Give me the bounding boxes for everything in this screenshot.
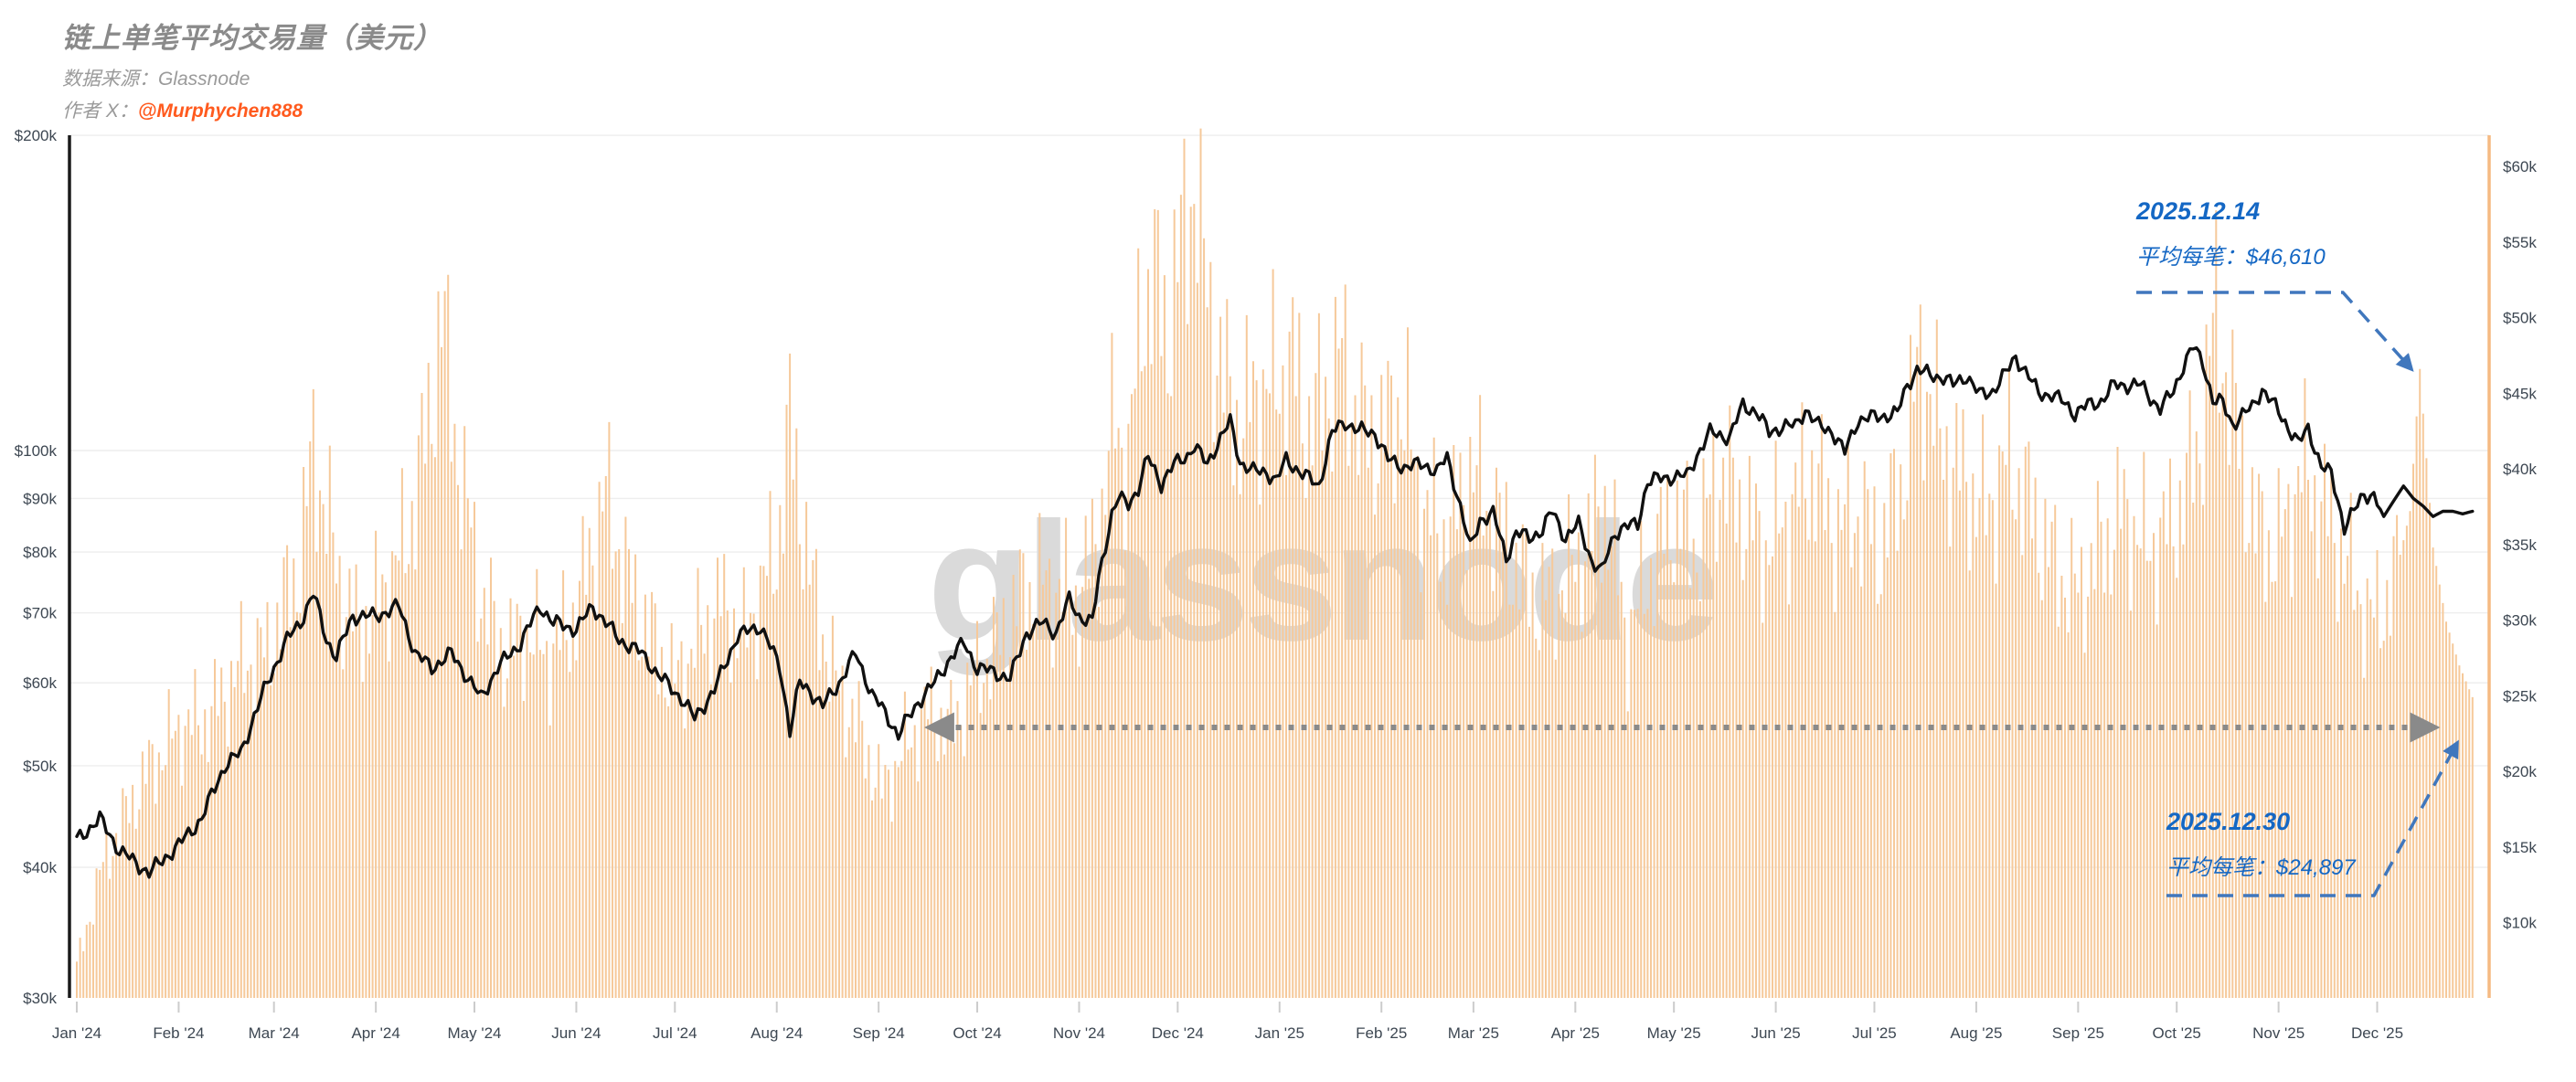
x-axis-label: Jul '25 [1852,1024,1897,1042]
right-axis-label: $40k [2503,461,2537,478]
x-axis-label: Oct '24 [953,1024,1001,1042]
left-axis-label: $60k [23,674,57,692]
x-axis-label: Mar '24 [249,1024,300,1042]
author-handle-link[interactable]: @Murphychen888 [137,101,303,122]
left-axis-label: $90k [23,490,57,507]
x-axis-label: Jan '25 [1255,1024,1304,1042]
x-axis-label: May '24 [447,1024,501,1042]
callout-date: 2025.12.30 [2166,808,2291,835]
right-axis-label: $50k [2503,310,2537,327]
x-axis-label: Jan '24 [52,1024,101,1042]
x-axis-label: Nov '25 [2252,1024,2305,1042]
callout-value: 平均每笔：$24,897 [2166,855,2356,880]
left-axis-label: $50k [23,758,57,775]
right-axis-label: $30k [2503,612,2537,630]
x-axis-label: Jun '24 [551,1024,601,1042]
left-axis-label: $100k [15,442,58,460]
left-axis-label: $30k [23,990,57,1007]
x-axis-label: Sep '24 [853,1024,905,1042]
x-axis-label: Sep '25 [2052,1024,2104,1042]
x-axis-label: Jun '25 [1751,1024,1800,1042]
x-axis-label: Dec '24 [1152,1024,1204,1042]
left-axis-label: $70k [23,605,57,622]
callout-2025-12-30: 2025.12.30 平均每笔：$24,897 [2166,808,2356,881]
right-axis-label: $60k [2503,158,2537,175]
x-axis-label: Aug '25 [1950,1024,2002,1042]
price-line [75,345,2475,879]
right-axis-label: $25k [2503,687,2537,705]
title-block: 链上单笔平均交易量（美元） 数据来源：Glassnode 作者 X：@Murph… [62,15,442,123]
right-axis-label: $45k [2503,385,2537,402]
callout-date: 2025.12.14 [2136,197,2261,225]
x-axis-label: Jul '24 [653,1024,697,1042]
right-axis-label: $15k [2503,839,2537,856]
right-axis-label: $10k [2503,915,2537,932]
data-source-value: Glassnode [158,69,250,90]
right-axis-label: $55k [2503,234,2537,251]
data-source-row: 数据来源：Glassnode [62,64,442,91]
right-axis-label: $20k [2503,763,2537,780]
author-row: 作者 X：@Murphychen888 [62,96,442,123]
callout-2025-12-14: 2025.12.14 平均每笔：$46,610 [2136,197,2326,270]
callout-value: 平均每笔：$46,610 [2136,245,2326,270]
x-axis-label: Mar '25 [1448,1024,1499,1042]
left-axis-label: $40k [23,859,57,876]
x-axis-label: Feb '25 [1356,1024,1407,1042]
x-axis-label: Aug '24 [750,1024,803,1042]
left-axis-label: $200k [15,127,58,144]
x-axis-label: Nov '24 [1053,1024,1105,1042]
x-axis-label: Apr '24 [351,1024,399,1042]
data-source-label: 数据来源： [62,69,158,90]
page-title: 链上单笔平均交易量（美元） [62,22,442,54]
x-axis-label: May '25 [1647,1024,1701,1042]
callout-arrow-2025-12-14 [2136,291,2414,372]
author-label: 作者 X： [62,101,138,122]
x-axis-label: Feb '24 [153,1024,204,1042]
x-axis-label: Dec '25 [2351,1024,2403,1042]
right-axis-label: $35k [2503,536,2537,554]
x-axis-label: Apr '25 [1551,1024,1600,1042]
callout-arrow-2025-12-30 [2166,739,2459,897]
x-axis-label: Oct '25 [2153,1024,2201,1042]
left-axis-label: $80k [23,544,57,561]
